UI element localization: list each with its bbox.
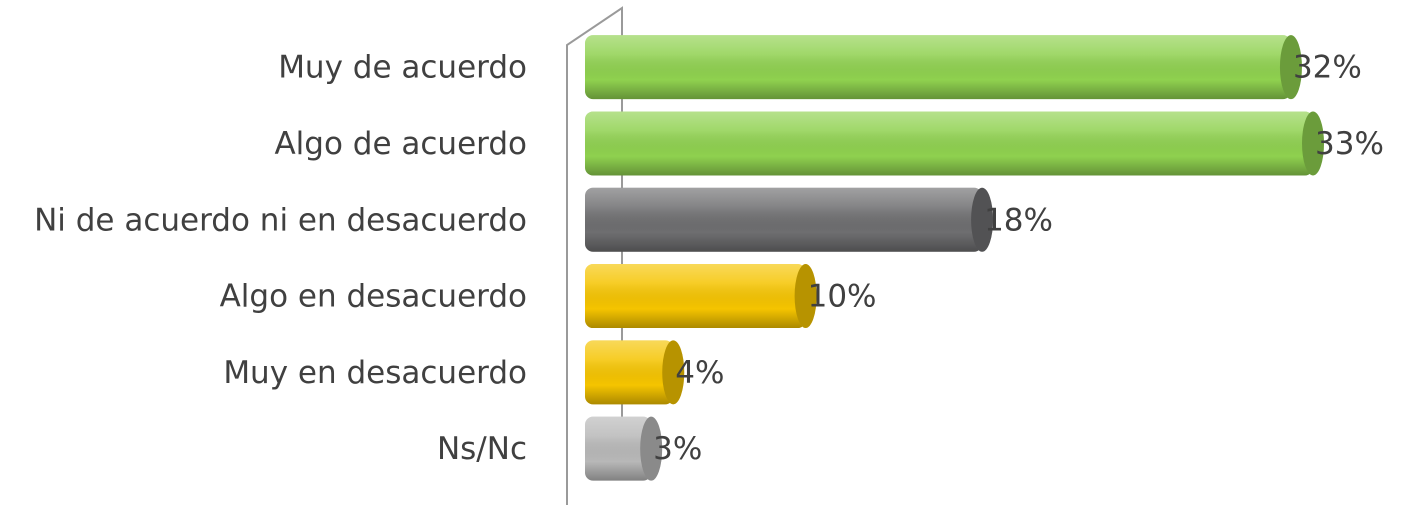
y-tick-label: Ns/Nc — [437, 431, 527, 467]
bar-shade — [585, 35, 1291, 100]
y-tick-label: Ni de acuerdo ni en desacuerdo — [34, 202, 527, 238]
value-label: 4% — [675, 355, 724, 391]
bar-cap — [1279, 35, 1302, 100]
y-tick-label: Muy en desacuerdo — [223, 355, 527, 391]
bar-shade — [585, 187, 983, 252]
value-label: 32% — [1293, 50, 1362, 86]
bar-cap — [794, 264, 817, 329]
bar-cap-shade — [971, 187, 994, 252]
value-label: 18% — [984, 202, 1053, 238]
bar-shade — [585, 264, 806, 329]
y-tick-label: Algo en desacuerdo — [220, 279, 527, 315]
bar-cap-shade — [662, 340, 685, 405]
bar-shade — [585, 111, 1313, 176]
bar-cap-shade — [640, 416, 663, 481]
bar-shade — [585, 340, 674, 405]
bar-cap — [971, 187, 994, 252]
bar-cap — [1302, 111, 1324, 176]
bar-cap — [662, 340, 685, 405]
y-tick-label: Muy de acuerdo — [278, 50, 527, 86]
value-label: 3% — [653, 431, 702, 467]
bar-cap-shade — [794, 264, 817, 329]
value-label: 10% — [808, 279, 877, 315]
bar-shade — [585, 416, 652, 481]
bar-cap — [640, 416, 663, 481]
bar-cap-shade — [1302, 111, 1324, 176]
bar-cap-shade — [1279, 35, 1302, 100]
value-label: 33% — [1315, 126, 1384, 162]
y-tick-label: Algo de acuerdo — [274, 126, 527, 162]
